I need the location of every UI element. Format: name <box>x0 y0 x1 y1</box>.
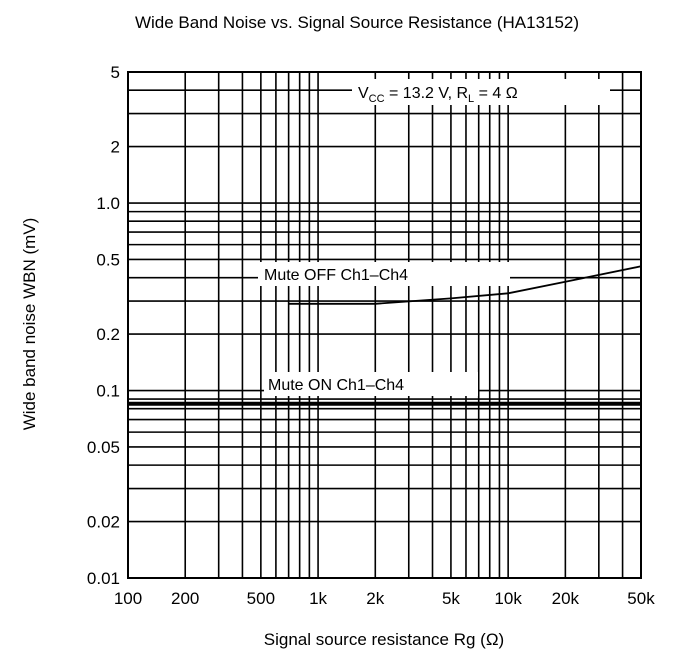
x-tick-label: 500 <box>247 589 275 608</box>
y-tick-label: 5 <box>111 63 120 82</box>
chart-title: Wide Band Noise vs. Signal Source Resist… <box>135 13 579 32</box>
x-tick-label: 10k <box>494 589 522 608</box>
y-tick-label: 0.02 <box>87 513 120 532</box>
x-tick-label: 5k <box>442 589 460 608</box>
y-tick-label: 2 <box>111 138 120 157</box>
mute-on-label-bg <box>264 372 478 396</box>
x-tick-label: 1k <box>309 589 327 608</box>
rl-subscript: L <box>468 93 474 105</box>
condition-label-bg <box>352 79 610 105</box>
mute-off-label: Mute OFF Ch1–Ch4 <box>264 267 408 284</box>
condition-label: VCC = 13.2 V, RL = 4 Ω <box>358 85 518 105</box>
series-layer <box>128 265 642 406</box>
x-axis-label: Signal source resistance Rg (Ω) <box>264 630 504 649</box>
y-axis-label: Wide band noise WBN (mV) <box>20 218 39 431</box>
y-tick-label: 0.2 <box>96 325 120 344</box>
y-tick-label: 0.1 <box>96 382 120 401</box>
y-tick-label: 1.0 <box>96 194 120 213</box>
x-tick-label: 100 <box>114 589 142 608</box>
vcc-subscript: CC <box>369 93 385 105</box>
x-tick-labels: 100 200 500 1k 2k 5k 10k 20k 50k <box>114 589 655 608</box>
y-tick-labels: 5 2 1.0 0.5 0.2 0.1 0.05 0.02 0.01 <box>87 63 120 588</box>
x-tick-label: 20k <box>552 589 580 608</box>
mute-on-label: Mute ON Ch1–Ch4 <box>268 377 404 394</box>
grid <box>128 72 641 578</box>
vcc-value: = 13.2 V, R <box>385 85 468 102</box>
y-tick-label: 0.01 <box>87 569 120 588</box>
y-tick-label: 0.5 <box>96 250 120 269</box>
plot-frame <box>127 71 642 579</box>
mute-off-line <box>288 265 642 305</box>
x-tick-label: 2k <box>366 589 384 608</box>
mute-off-label-bg <box>258 262 510 286</box>
vcc-symbol: V <box>358 85 369 102</box>
x-tick-label: 50k <box>627 589 655 608</box>
rl-value: = 4 Ω <box>474 85 518 102</box>
x-tick-label: 200 <box>171 589 199 608</box>
y-tick-label: 0.05 <box>87 438 120 457</box>
